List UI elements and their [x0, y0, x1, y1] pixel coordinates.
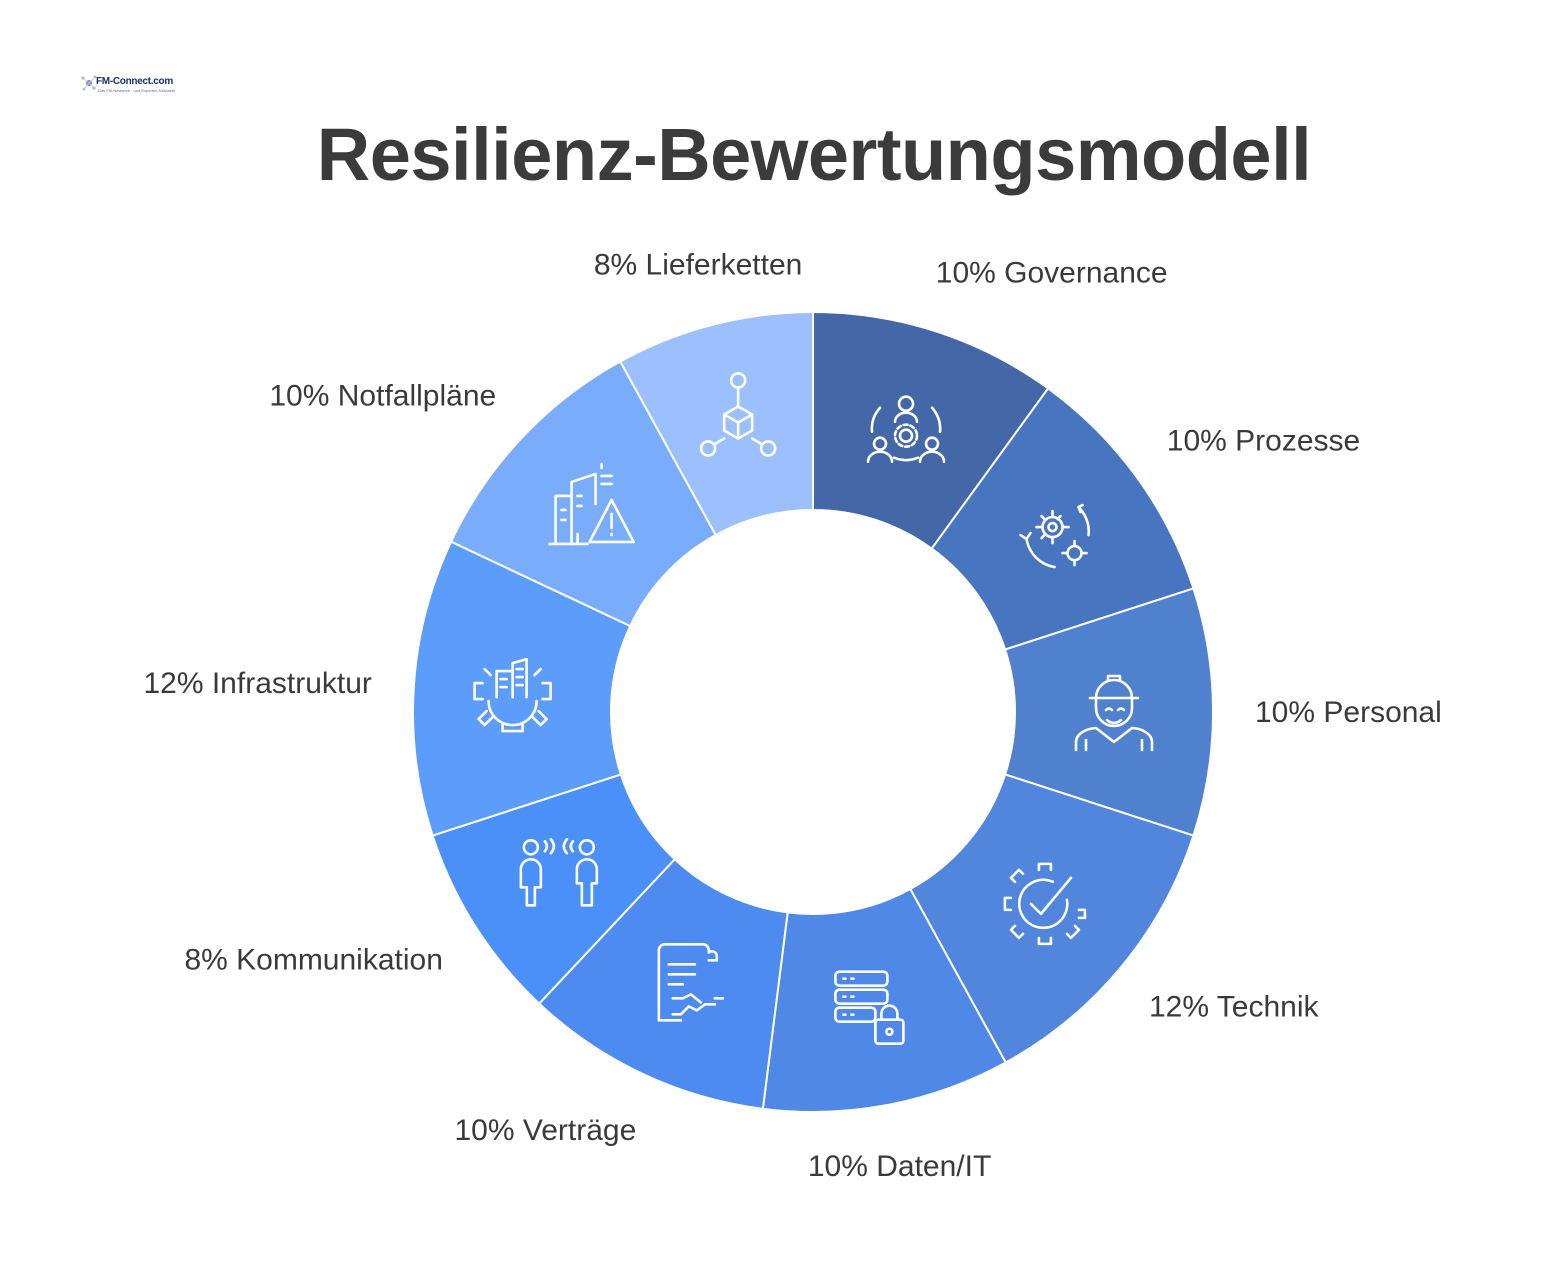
label-lieferketten: 8% Lieferketten — [594, 249, 802, 282]
label-technik: 12% Technik — [1149, 990, 1320, 1023]
label-personal: 10% Personal — [1255, 696, 1442, 729]
label-daten-it: 10% Daten/IT — [808, 1150, 991, 1183]
slice-notfallpl-ne — [449, 360, 718, 628]
supply-chain-icon — [699, 372, 777, 457]
slice-lieferketten — [618, 310, 814, 537]
label-vertr-ge: 10% Verträge — [454, 1114, 636, 1147]
infrastructure-icon — [473, 657, 552, 733]
logo-network-icon — [81, 75, 97, 91]
chart-title: Resilienz-Bewertungsmodell — [316, 113, 1312, 196]
gear-check-icon — [1003, 862, 1087, 946]
label-notfallpl-ne: 10% Notfallpläne — [269, 380, 496, 413]
slice-vertr-ge — [537, 857, 789, 1110]
logo-text: FM-Connect.com — [96, 76, 173, 87]
fm-connect-logo: FM-Connect.com Das FM-Netzwerk · und Exp… — [80, 72, 175, 100]
worker-icon — [1074, 674, 1154, 752]
label-kommunikation: 8% Kommunikation — [184, 944, 442, 977]
building-warning-icon — [548, 462, 635, 546]
contract-handshake-icon — [657, 943, 725, 1022]
server-lock-icon — [834, 970, 905, 1045]
governance-icon — [866, 395, 946, 464]
communication-icon — [519, 837, 599, 907]
logo-tagline: Das FM-Netzwerk · und Experten-Netzwerk — [98, 88, 176, 93]
slice-infrastruktur — [412, 540, 632, 837]
slice-governance — [812, 310, 1050, 550]
slice-daten-it — [761, 887, 1008, 1113]
label-prozesse: 10% Prozesse — [1167, 424, 1360, 457]
process-gears-icon — [1019, 503, 1091, 569]
slice-prozesse — [930, 386, 1195, 651]
label-infrastruktur: 12% Infrastruktur — [143, 667, 371, 700]
label-governance: 10% Governance — [936, 257, 1168, 290]
slice-personal — [1003, 587, 1214, 837]
slice-technik — [908, 773, 1195, 1064]
